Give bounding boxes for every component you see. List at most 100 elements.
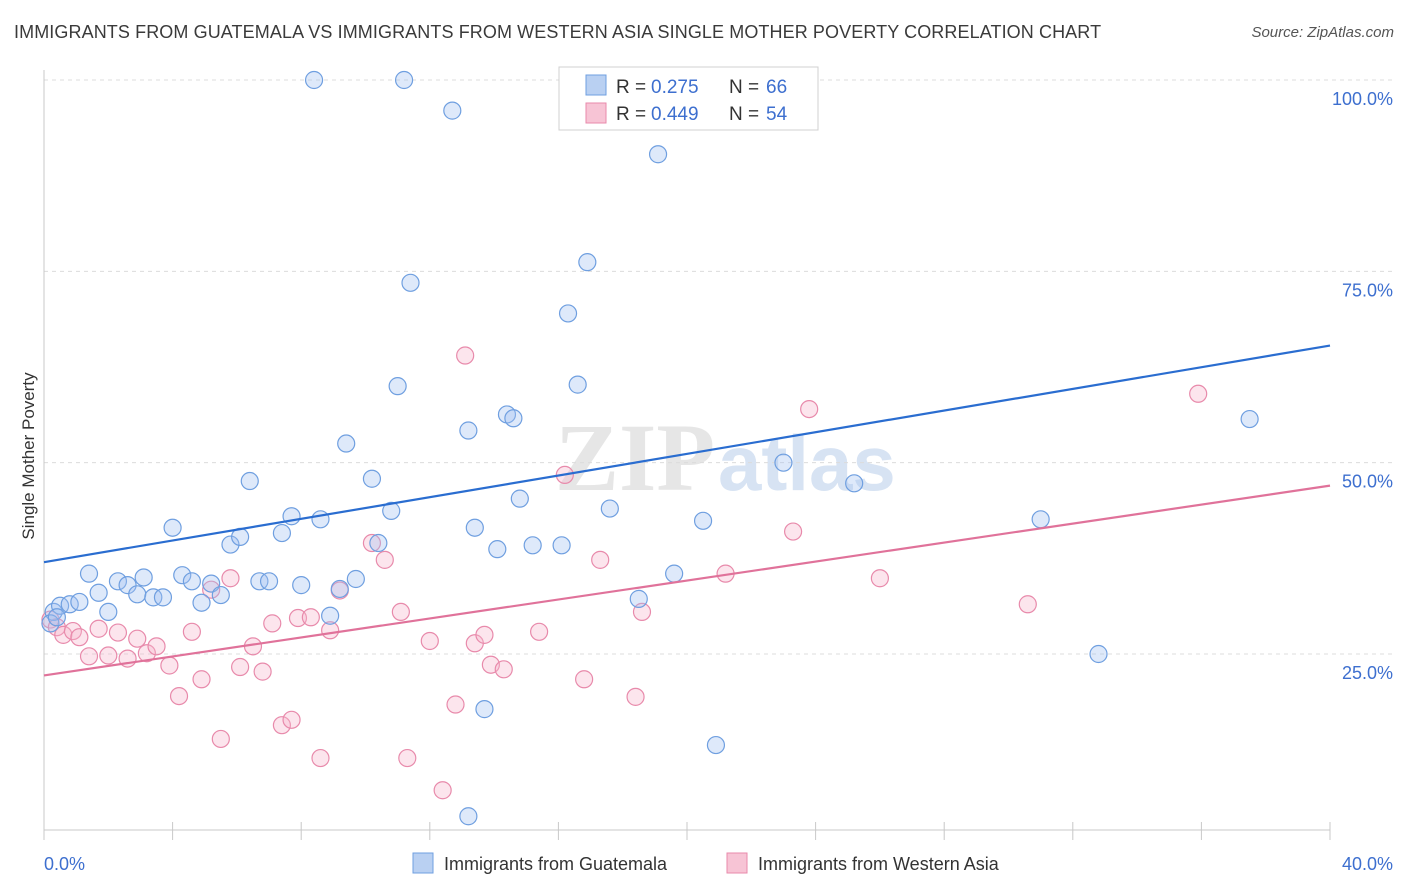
guatemala-point-61 <box>1240 409 1259 429</box>
western-asia-point-43 <box>530 622 549 641</box>
western-asia-point-19 <box>221 569 240 588</box>
western-asia-point-45 <box>575 670 594 689</box>
guatemala-point-24 <box>272 523 292 543</box>
legend-n-value-2: 54 <box>766 104 788 125</box>
western-asia-point-40 <box>475 625 494 644</box>
guatemala-point-45 <box>510 489 529 508</box>
guatemala-point-3 <box>70 592 89 612</box>
legend-r-label-2: R = <box>616 104 646 125</box>
guatemala-point-6 <box>99 602 118 622</box>
western-asia-point-16 <box>192 670 211 689</box>
guatemala-point-27 <box>304 70 324 90</box>
guatemala-point-19 <box>221 535 240 554</box>
guatemala-point-56 <box>706 735 726 755</box>
legend-n-label-2: N = <box>729 104 759 125</box>
guatemala-point-28 <box>311 510 330 529</box>
guatemala-point-38 <box>401 273 420 292</box>
western-asia-point-32 <box>375 550 394 569</box>
guatemala-point-54 <box>665 564 684 583</box>
guatemala-point-26 <box>292 576 311 595</box>
legend-swatch-pink <box>585 102 607 124</box>
western-asia-point-25 <box>282 710 301 729</box>
guatemala-point-8 <box>118 576 137 595</box>
guatemala-point-18 <box>211 585 230 605</box>
western-asia-point-47 <box>626 687 645 706</box>
western-asia-point-20 <box>231 657 250 677</box>
western-asia-point-54 <box>1189 384 1208 403</box>
guatemala-point-65 <box>47 608 66 627</box>
bottom-legend-label-western-asia: Immigrants from Western Asia <box>758 854 1000 874</box>
western-asia-point-22 <box>253 662 272 681</box>
guatemala-trend-line <box>43 344 1331 564</box>
guatemala-point-48 <box>558 304 578 323</box>
guatemala-point-10 <box>134 568 153 587</box>
guatemala-point-42 <box>488 540 507 559</box>
guatemala-point-35 <box>382 501 401 520</box>
guatemala-point-7 <box>108 572 128 591</box>
legend-r-label-1: R = <box>616 77 646 98</box>
guatemala-point-57 <box>774 453 793 472</box>
guatemala-point-13 <box>163 518 182 537</box>
guatemala-point-21 <box>240 471 259 491</box>
western-asia-point-23 <box>263 614 282 633</box>
guatemala-point-49 <box>568 375 587 394</box>
guatemala-point-50 <box>578 253 597 272</box>
guatemala-point-40 <box>459 421 478 440</box>
western-asia-point-46 <box>591 550 610 569</box>
western-asia-point-4 <box>70 628 89 647</box>
western-asia-point-28 <box>311 748 330 768</box>
western-asia-point-7 <box>99 646 118 665</box>
guatemala-point-37 <box>394 70 414 90</box>
guatemala-point-5 <box>89 583 108 602</box>
guatemala-point-31 <box>337 434 356 453</box>
series-legend: Immigrants from Guatemala Immigrants fro… <box>412 852 1000 874</box>
western-asia-trend-line <box>43 484 1331 677</box>
western-asia-point-27 <box>301 608 320 627</box>
bottom-legend-swatch-blue <box>412 852 434 874</box>
legend-swatch-blue <box>585 74 607 96</box>
trend-lines <box>43 344 1331 677</box>
gridlines <box>44 79 1392 655</box>
guatemala-point-59 <box>1031 510 1050 529</box>
guatemala-point-16 <box>192 593 211 612</box>
y-tick-label-100: 100.0% <box>1332 89 1393 109</box>
guatemala-point-14 <box>173 566 192 585</box>
source-label: Source: ZipAtlas.com <box>1251 24 1394 41</box>
western-asia-point-26 <box>288 608 308 628</box>
western-asia-point-37 <box>446 695 465 714</box>
western-asia-point-50 <box>783 522 803 541</box>
x-tick-label-max: 40.0% <box>1342 854 1393 874</box>
western-asia-point-34 <box>398 748 417 768</box>
correlation-legend: R = 0.275 N = 66 R = 0.449 N = 54 <box>558 66 819 131</box>
guatemala-point-46 <box>523 536 542 555</box>
guatemala-point-11 <box>144 588 163 607</box>
x-tick-label-min: 0.0% <box>44 854 85 874</box>
guatemala-point-36 <box>388 377 407 396</box>
western-asia-point-2 <box>54 625 73 644</box>
guatemala-point-22 <box>250 572 269 591</box>
western-asia-point-38 <box>456 346 475 365</box>
series-western-asia-points <box>41 346 1208 800</box>
western-asia-point-35 <box>420 631 439 651</box>
western-asia-point-17 <box>202 580 221 599</box>
guatemala-point-32 <box>346 569 365 589</box>
chart-title: IMMIGRANTS FROM GUATEMALA VS IMMIGRANTS … <box>14 22 1102 42</box>
guatemala-point-4 <box>79 564 99 583</box>
western-asia-point-18 <box>211 729 230 749</box>
western-asia-point-53 <box>1018 595 1037 614</box>
legend-r-value-2: 0.449 <box>651 104 699 125</box>
western-asia-point-42 <box>494 660 513 679</box>
guatemala-point-53 <box>648 145 668 164</box>
western-asia-point-15 <box>182 622 201 641</box>
western-asia-point-36 <box>433 781 452 800</box>
series-guatemala-points <box>41 70 1259 826</box>
legend-r-value-1: 0.275 <box>651 77 699 98</box>
guatemala-point-52 <box>629 589 648 608</box>
western-asia-point-13 <box>160 656 179 675</box>
western-asia-point-24 <box>272 716 292 735</box>
guatemala-point-12 <box>153 588 173 607</box>
western-asia-point-14 <box>169 686 189 706</box>
western-asia-point-8 <box>108 623 128 642</box>
guatemala-point-63 <box>459 807 478 826</box>
